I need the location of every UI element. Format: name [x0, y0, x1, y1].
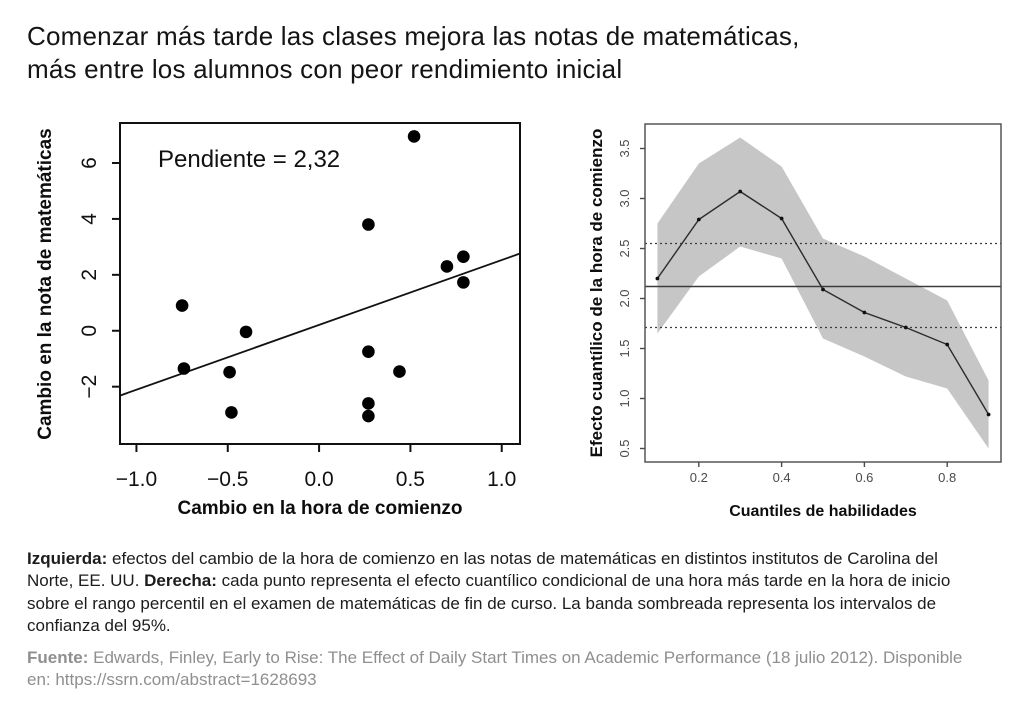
- data-point: [362, 345, 375, 359]
- data-point: [223, 365, 236, 379]
- slope-annotation: Pendiente = 2,32: [158, 146, 341, 173]
- data-point: [362, 409, 375, 423]
- data-point: [393, 365, 406, 378]
- x-tick-label: 0.2: [690, 470, 708, 485]
- y-tick-label: 2.0: [617, 289, 632, 307]
- x-tick-label: −1.0: [116, 468, 157, 491]
- data-point: [362, 397, 375, 410]
- figure-caption: Izquierda: efectos del cambio de la hora…: [27, 548, 975, 637]
- y-tick-label: 1.0: [617, 389, 632, 407]
- x-tick-label: 0.0: [304, 468, 333, 491]
- y-tick-label: 2.5: [617, 239, 632, 257]
- data-point: [457, 276, 470, 289]
- effect-point: [945, 342, 950, 347]
- page-title: Comenzar más tarde las clases mejora las…: [27, 20, 927, 86]
- plot-border: [644, 123, 1002, 463]
- effect-point: [738, 189, 743, 194]
- right-chart-y-axis-title: Efecto cuantílico de la hora de comienzo: [587, 128, 606, 458]
- data-point: [239, 325, 253, 339]
- left-chart-y-axis-title: Cambio en la nota de matemáticas: [35, 128, 56, 440]
- effect-point: [779, 216, 784, 221]
- x-tick-label: 0.4: [773, 470, 791, 485]
- source-credit: Fuente: Edwards, Finley, Early to Rise: …: [27, 647, 975, 692]
- effect-point: [862, 310, 867, 315]
- y-tick-label: −2: [78, 375, 101, 399]
- effect-point: [655, 276, 660, 281]
- caption-text: Edwards, Finley, Early to Rise: The Effe…: [27, 648, 963, 690]
- data-point: [175, 299, 189, 312]
- page-title-line1: Comenzar más tarde las clases mejora las…: [27, 21, 800, 51]
- page-title-line2: más entre los alumnos con peor rendimien…: [27, 54, 623, 84]
- y-tick-label: 4: [78, 213, 101, 225]
- data-point: [407, 130, 421, 143]
- caption-text: cada punto representa el efecto cuantíli…: [27, 571, 951, 635]
- y-tick-label: 6: [78, 157, 101, 169]
- caption-text: efectos del cambio de la hora de comienz…: [27, 549, 938, 591]
- regression-line: [119, 252, 521, 397]
- effect-point: [696, 217, 701, 222]
- x-tick-label: 1.0: [487, 468, 516, 491]
- data-point: [225, 406, 238, 419]
- data-point: [362, 218, 375, 231]
- caption-lead-in: Izquierda:: [27, 549, 108, 568]
- right-chart-x-axis-title: Cuantiles de habilidades: [729, 503, 917, 520]
- y-tick-label: 3.5: [617, 139, 632, 157]
- data-point: [457, 250, 470, 263]
- y-tick-label: 0.5: [617, 439, 632, 457]
- data-point: [440, 260, 454, 273]
- effect-point: [986, 412, 991, 417]
- x-tick-label: −0.5: [207, 468, 248, 491]
- x-tick-label: 0.8: [938, 470, 956, 485]
- y-tick-label: 1.5: [617, 339, 632, 357]
- effect-point: [821, 287, 825, 292]
- effect-point: [903, 325, 908, 330]
- y-tick-label: 0: [78, 325, 101, 337]
- data-point: [177, 362, 191, 375]
- x-tick-label: 0.6: [855, 470, 873, 485]
- x-tick-label: 0.5: [396, 468, 425, 491]
- y-tick-label: 3.0: [617, 189, 632, 207]
- y-tick-label: 2: [78, 269, 101, 281]
- left-chart-x-axis-title: Cambio en la hora de comienzo: [177, 498, 463, 519]
- confidence-band: [657, 137, 989, 449]
- plot-border: [119, 122, 521, 445]
- caption-lead-in: Fuente:: [27, 648, 89, 667]
- caption-lead-in: Derecha:: [144, 571, 217, 591]
